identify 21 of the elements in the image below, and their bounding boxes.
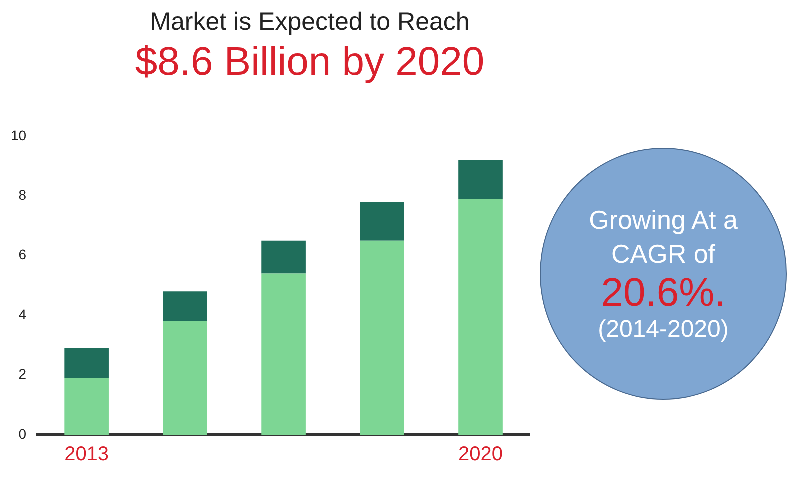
bar bbox=[163, 292, 208, 322]
chart-subtitle: $8.6 Billion by 2020 bbox=[134, 40, 486, 85]
x-tick-label: 2020 bbox=[458, 444, 504, 466]
y-tick-label: 6 bbox=[18, 246, 27, 263]
bar bbox=[64, 378, 109, 435]
y-tick-label: 0 bbox=[18, 426, 27, 442]
y-tick-label: 10 bbox=[10, 127, 27, 144]
y-tick-label: 8 bbox=[18, 186, 27, 203]
bar bbox=[458, 160, 503, 200]
bar bbox=[262, 240, 306, 274]
bar bbox=[360, 202, 404, 241]
bar bbox=[163, 322, 208, 435]
circle-badge: Growing At a CAGR of 20.6%. (2014-2020) bbox=[540, 148, 787, 400]
x-tick-label: 2013 bbox=[64, 444, 110, 466]
y-tick-label: 4 bbox=[18, 306, 27, 322]
chart-title: Market is Expected to Reach bbox=[149, 8, 471, 37]
bar bbox=[458, 199, 503, 435]
y-tick-label: 2 bbox=[18, 366, 27, 382]
bar bbox=[360, 240, 404, 435]
bar bbox=[262, 274, 306, 435]
bar bbox=[64, 348, 109, 378]
